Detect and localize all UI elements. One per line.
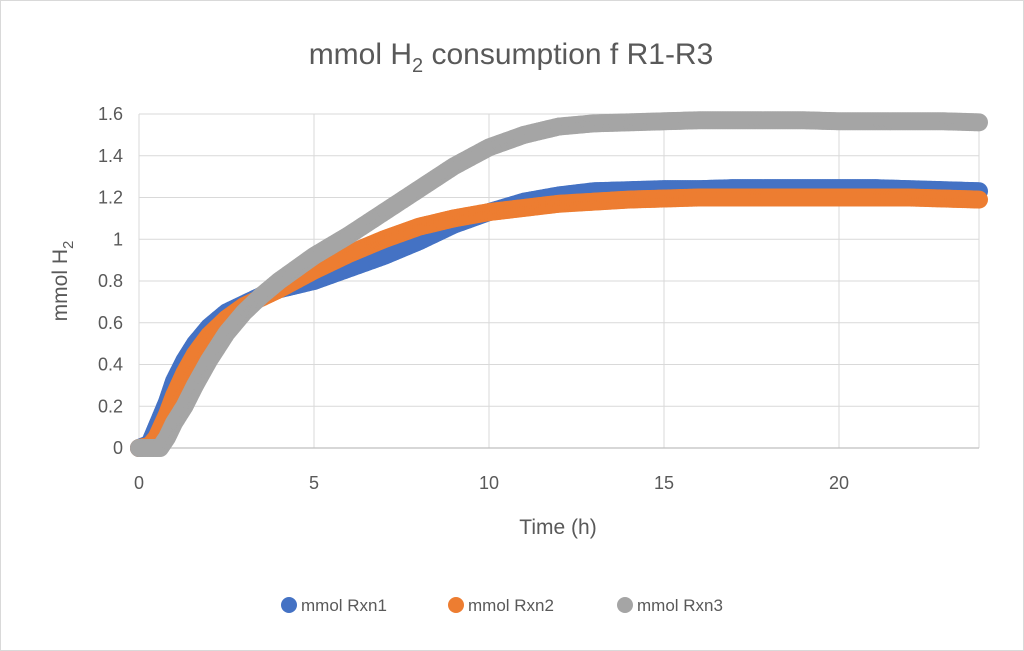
x-tick-label: 10 <box>479 473 499 493</box>
series-1 <box>130 179 988 457</box>
legend-item: mmol Rxn2 <box>448 596 554 615</box>
y-tick-label: 1 <box>113 229 123 249</box>
y-tick-label: 1.2 <box>98 188 123 208</box>
chart-title: mmol H2 consumption f R1-R3 <box>309 38 714 77</box>
legend-label: mmol Rxn1 <box>301 596 387 615</box>
y-axis-title-main: mmol H <box>49 249 72 321</box>
y-tick-label: 1.4 <box>98 146 123 166</box>
series-3 <box>130 111 988 457</box>
legend-marker <box>617 597 633 613</box>
legend: mmol Rxn1 mmol Rxn2 mmol Rxn3 <box>281 596 723 615</box>
x-tick-label: 5 <box>309 473 319 493</box>
data-point <box>970 190 988 209</box>
legend-item: mmol Rxn1 <box>281 596 387 615</box>
legend-label: mmol Rxn3 <box>637 596 723 615</box>
chart-title-suffix: consumption f R1-R3 <box>423 38 713 71</box>
y-tick-label: 1.6 <box>98 104 123 124</box>
y-axis-ticks: 0 0.2 0.4 0.6 0.8 1 1.2 1.4 1.6 <box>98 104 123 458</box>
x-tick-label: 15 <box>654 473 674 493</box>
y-tick-label: 0.6 <box>98 313 123 333</box>
y-axis-title-subscript: 2 <box>60 241 77 249</box>
y-tick-label: 0.8 <box>98 271 123 291</box>
series-layer <box>130 111 988 457</box>
legend-item: mmol Rxn3 <box>617 596 723 615</box>
data-point <box>970 113 988 132</box>
x-tick-label: 0 <box>134 473 144 493</box>
y-axis-title: mmol H2 <box>49 241 77 322</box>
y-tick-label: 0.4 <box>98 355 123 375</box>
legend-label: mmol Rxn2 <box>468 596 554 615</box>
series-2 <box>130 188 988 457</box>
x-axis-ticks: 0 5 10 15 20 <box>134 473 849 493</box>
y-tick-label: 0 <box>113 438 123 458</box>
x-tick-label: 20 <box>829 473 849 493</box>
gridlines <box>138 113 980 449</box>
legend-marker <box>448 597 464 613</box>
chart-title-subscript: 2 <box>412 55 423 77</box>
legend-marker <box>281 597 297 613</box>
y-tick-label: 0.2 <box>98 396 123 416</box>
chart-title-main: mmol H <box>309 38 412 71</box>
x-axis-title: Time (h) <box>519 516 596 539</box>
